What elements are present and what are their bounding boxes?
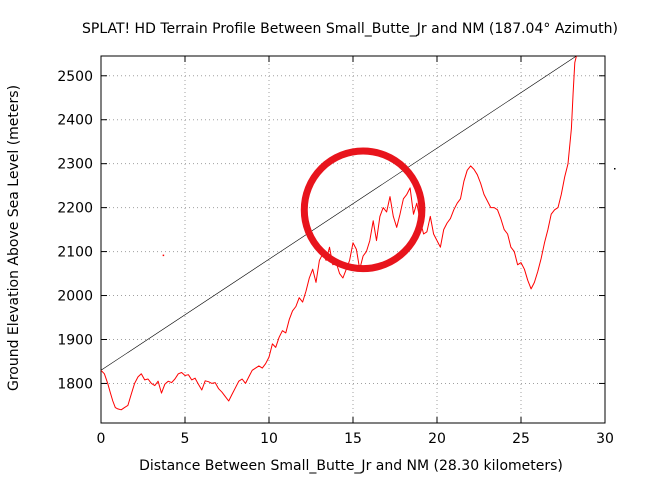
y-tick-label: 2100	[57, 245, 93, 261]
x-tick-label: 10	[260, 431, 278, 447]
highlight-circle	[300, 147, 426, 273]
chart-title: SPLAT! HD Terrain Profile Between Small_…	[82, 21, 618, 37]
annotation-layer	[300, 147, 426, 273]
y-tick-label: 1800	[57, 376, 93, 392]
y-tick-label: 1900	[57, 332, 93, 348]
grid-lines	[100, 56, 606, 423]
y-axis-label: Ground Elevation Above Sea Level (meters…	[6, 85, 22, 391]
line-of-sight-line	[100, 55, 577, 371]
series-layer	[100, 55, 616, 411]
x-axis-label: Distance Between Small_Butte_Jr and NM (…	[139, 458, 563, 474]
y-axis-ticks: 1800 1900 2000 2100 2200 2300 2400 2500	[57, 69, 605, 392]
terrain-profile-line	[100, 55, 577, 411]
x-axis-ticks: 0 5 10 15 20 25 30	[97, 56, 614, 447]
stray-data-mark	[162, 254, 165, 257]
y-tick-label: 2500	[57, 69, 93, 85]
edge-dot	[614, 168, 616, 170]
x-tick-label: 5	[181, 431, 190, 447]
x-tick-label: 20	[428, 431, 446, 447]
x-tick-label: 0	[97, 431, 106, 447]
y-tick-label: 2300	[57, 157, 93, 173]
plot-frame	[100, 55, 606, 424]
y-tick-label: 2400	[57, 113, 93, 129]
y-tick-label: 2000	[57, 289, 93, 305]
x-tick-label: 15	[344, 431, 362, 447]
y-tick-label: 2200	[57, 201, 93, 217]
x-tick-label: 25	[512, 431, 530, 447]
x-tick-label: 30	[596, 431, 614, 447]
